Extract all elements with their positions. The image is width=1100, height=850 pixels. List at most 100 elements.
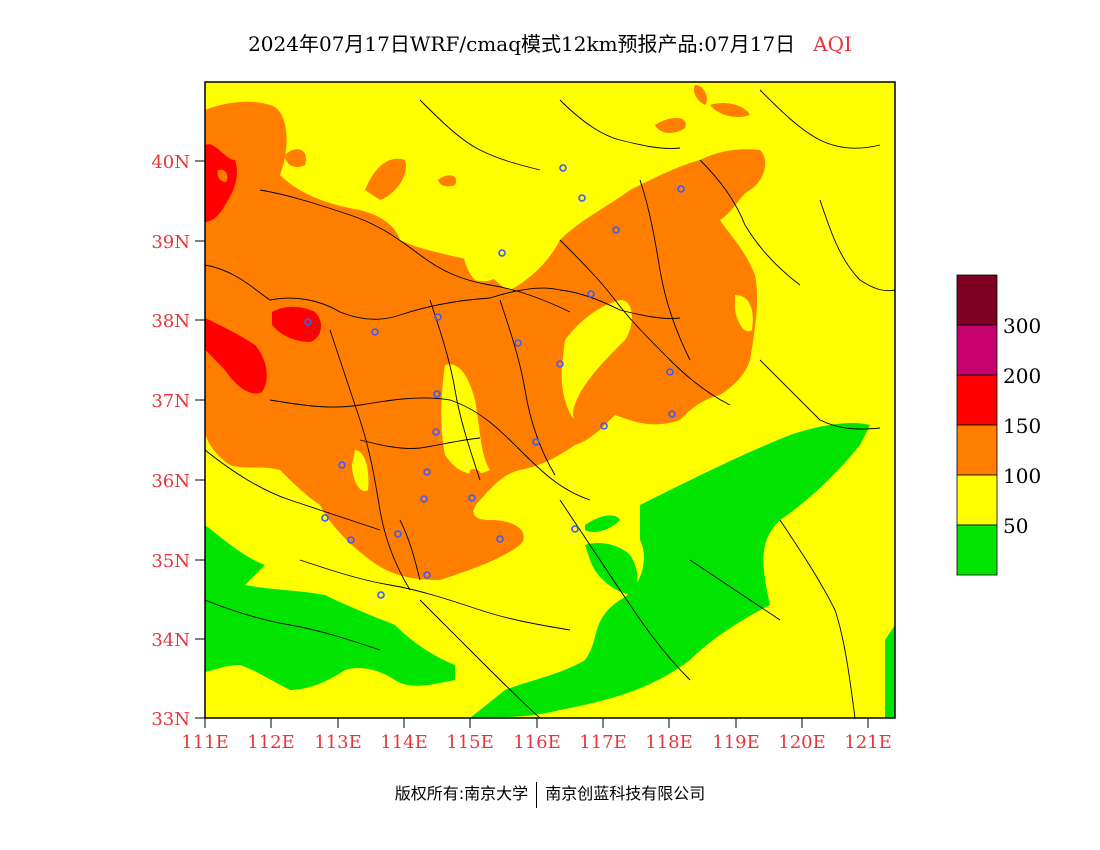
lon-tick: 119E — [712, 718, 760, 753]
lon-tick: 121E — [844, 718, 892, 753]
lon-label: 118E — [645, 732, 693, 753]
sensitive-zone-main — [205, 101, 766, 580]
lon-tick: 118E — [645, 718, 693, 753]
city-marker — [371, 328, 379, 336]
city-marker — [433, 390, 441, 398]
city-marker — [420, 495, 428, 503]
city-marker — [468, 494, 476, 502]
lon-label: 114E — [380, 732, 428, 753]
city-marker — [321, 514, 329, 522]
legend-label-200: 200 — [1003, 364, 1041, 388]
city-marker — [600, 422, 608, 430]
city-marker — [668, 410, 676, 418]
footer-separator — [536, 781, 538, 808]
lat-label: 40N — [151, 152, 190, 173]
copyright-footer: 版权所有:南京大学 南京创蓝科技有限公司 — [0, 780, 1100, 808]
lat-axis: 33N 34N 35N 36N 37N 38N 39N 40N — [151, 152, 205, 730]
city-marker — [377, 591, 385, 599]
lat-tick: 33N — [151, 709, 205, 730]
city-marker — [559, 164, 567, 172]
sensitive-patch-6 — [438, 175, 457, 187]
legend-swatch-hazardous — [956, 274, 998, 326]
unhealthy-zone-west — [205, 318, 267, 394]
lat-label: 38N — [151, 311, 190, 332]
good-zone-small2 — [585, 543, 638, 595]
city-markers — [304, 164, 685, 599]
lon-tick: 117E — [579, 718, 627, 753]
lat-label: 37N — [151, 391, 190, 412]
lat-tick: 34N — [151, 630, 205, 651]
sensitive-patch-3 — [655, 117, 686, 133]
unhealthy-zone-north — [205, 144, 237, 222]
moderate-hole-5 — [352, 450, 369, 491]
moderate-hole-red — [217, 169, 228, 182]
title-text: 2024年07月17日WRF/cmaq模式12km预报产品:07月17日 — [248, 32, 796, 56]
lon-tick: 113E — [314, 718, 362, 753]
legend-label-150: 150 — [1003, 414, 1041, 438]
city-marker — [394, 530, 402, 538]
lat-label: 33N — [151, 709, 190, 730]
unhealthy-zone-center — [272, 306, 322, 342]
lon-label: 117E — [579, 732, 627, 753]
city-marker — [304, 318, 312, 326]
city-marker — [423, 468, 431, 476]
lon-axis: 111E 112E 113E 114E 115E 116E 117E 118E … — [181, 718, 892, 753]
lat-label: 34N — [151, 630, 190, 651]
company-text: 南京创蓝科技有限公司 — [545, 784, 706, 803]
legend-swatch-sensitive — [956, 424, 998, 476]
sensitive-patch-4 — [693, 85, 707, 105]
lon-tick: 111E — [181, 718, 229, 753]
legend-label-100: 100 — [1003, 464, 1041, 488]
city-marker — [432, 428, 440, 436]
city-marker — [498, 249, 506, 257]
legend-swatch-very-unhealthy — [956, 324, 998, 376]
lon-label: 119E — [712, 732, 760, 753]
city-marker — [347, 536, 355, 544]
lon-tick: 115E — [446, 718, 494, 753]
lon-label: 112E — [247, 732, 295, 753]
lat-tick: 40N — [151, 152, 205, 173]
city-marker — [666, 368, 674, 376]
lon-label: 115E — [446, 732, 494, 753]
lon-label: 121E — [844, 732, 892, 753]
legend-swatch-good — [956, 524, 998, 576]
city-marker — [556, 360, 564, 368]
city-marker — [587, 290, 595, 298]
aqi-field — [205, 82, 895, 718]
lat-label: 35N — [151, 551, 190, 572]
lon-tick: 112E — [247, 718, 295, 753]
lat-tick: 37N — [151, 391, 205, 412]
sensitive-patch-1 — [365, 158, 406, 200]
map-title: 2024年07月17日WRF/cmaq模式12km预报产品:07月17日 AQI — [0, 28, 1100, 57]
moderate-hole-3 — [463, 235, 515, 282]
lon-label: 120E — [778, 732, 826, 753]
sensitive-patch-7 — [469, 469, 485, 497]
good-zone-small — [585, 515, 620, 532]
lat-label: 39N — [151, 232, 190, 253]
legend-label-50: 50 — [1003, 514, 1028, 538]
variable-label: AQI — [813, 32, 852, 56]
lon-tick: 120E — [778, 718, 826, 753]
sensitive-patch-5 — [710, 103, 750, 117]
city-marker — [338, 461, 346, 469]
city-marker — [612, 226, 620, 234]
moderate-hole-1 — [441, 364, 490, 475]
lat-label: 36N — [151, 471, 190, 492]
moderate-hole-4 — [735, 295, 753, 332]
good-zone-south — [205, 525, 455, 690]
legend-swatch-unhealthy — [956, 374, 998, 426]
city-marker — [578, 194, 586, 202]
city-marker — [496, 535, 504, 543]
admin-boundaries — [205, 89, 895, 718]
good-zone-southeast — [470, 423, 870, 718]
lat-tick: 39N — [151, 232, 205, 253]
legend-swatch-moderate — [956, 474, 998, 526]
lon-label: 116E — [513, 732, 561, 753]
lon-tick: 116E — [513, 718, 561, 753]
city-marker — [514, 339, 522, 347]
city-marker — [434, 313, 442, 321]
legend-label-300: 300 — [1003, 314, 1041, 338]
lat-tick: 36N — [151, 471, 205, 492]
